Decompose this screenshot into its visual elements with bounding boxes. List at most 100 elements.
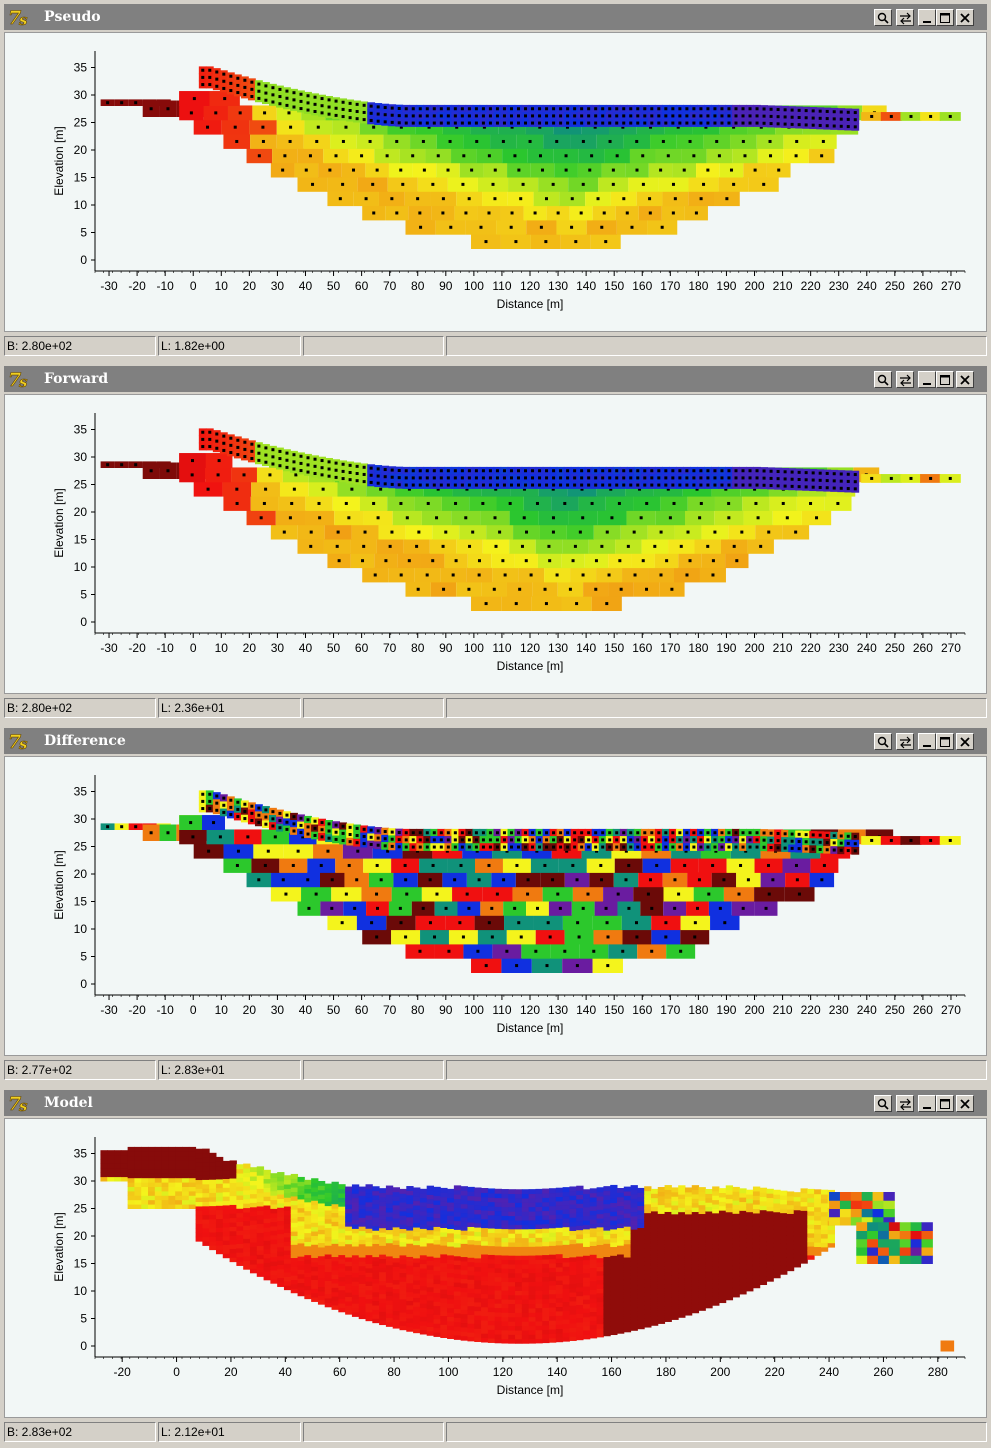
data-point xyxy=(431,863,435,867)
zoom-button[interactable] xyxy=(874,371,892,388)
model-cell xyxy=(331,1199,339,1205)
model-cell xyxy=(236,1190,244,1196)
model-cell xyxy=(474,1297,482,1303)
data-point xyxy=(601,469,605,473)
model-cell xyxy=(453,1299,462,1305)
plot-area[interactable]: 0 5 10 15 20 25 30 35 -20 0 20 40 60 80 100 120 140 160 18… xyxy=(4,1118,987,1418)
maximize-button[interactable] xyxy=(936,9,954,26)
plot-area[interactable]: 0 5 10 15 20 25 30 35 -30 -20 -10 0 10 20 30 40 50 60 70 80… xyxy=(4,32,987,332)
model-cell xyxy=(215,1214,224,1220)
model-cell xyxy=(467,1195,475,1201)
minimize-button[interactable] xyxy=(918,371,936,388)
model-cell xyxy=(338,1201,346,1207)
data-point xyxy=(699,501,703,505)
model-cell xyxy=(290,1244,299,1250)
data-point xyxy=(853,835,857,839)
data-point xyxy=(650,845,654,849)
data-point xyxy=(390,837,394,841)
maximize-button[interactable] xyxy=(936,1095,954,1112)
data-point xyxy=(441,544,445,548)
data-point xyxy=(769,831,773,835)
data-point xyxy=(581,139,585,143)
data-point xyxy=(682,168,686,172)
maximize-button[interactable] xyxy=(936,733,954,750)
swap-button[interactable] xyxy=(896,1095,914,1112)
close-button[interactable] xyxy=(956,733,974,750)
window-titlebar[interactable]: 7 s Pseudo xyxy=(4,4,987,30)
model-cell xyxy=(474,1301,482,1307)
model-cell xyxy=(379,1210,387,1216)
model-cell xyxy=(290,1178,299,1184)
model-cell xyxy=(453,1189,462,1195)
model-cell xyxy=(447,1307,455,1313)
plot-area[interactable]: 0 5 10 15 20 25 30 35 -30 -20 -10 0 10 20 30 40 50 60 70 80… xyxy=(4,394,987,694)
model-cell xyxy=(379,1254,387,1260)
close-button[interactable] xyxy=(956,9,974,26)
data-point xyxy=(278,87,282,91)
model-cell xyxy=(453,1282,462,1288)
data-point xyxy=(236,438,240,442)
model-cell xyxy=(440,1306,448,1312)
zoom-button[interactable] xyxy=(874,1095,892,1112)
window-titlebar[interactable]: 7 s Model xyxy=(4,1090,987,1116)
minimize-button[interactable] xyxy=(918,9,936,26)
data-point xyxy=(889,476,893,480)
data-point xyxy=(673,197,677,201)
model-cell xyxy=(168,1195,176,1201)
plot-area[interactable]: 0 5 10 15 20 25 30 35 -30 -20 -10 0 10 20 30 40 50 60 70 80… xyxy=(4,756,987,1056)
model-cell xyxy=(311,1283,319,1289)
data-point xyxy=(306,818,310,822)
model-cell xyxy=(127,1195,135,1201)
model-cell xyxy=(406,1326,414,1332)
model-cell xyxy=(440,1201,448,1207)
data-point xyxy=(815,516,819,520)
data-point xyxy=(208,807,212,811)
model-cell xyxy=(277,1238,285,1243)
data-point xyxy=(513,154,517,158)
model-cell xyxy=(222,1248,231,1254)
model-cell xyxy=(351,1312,360,1317)
data-point xyxy=(257,89,261,93)
model-cell xyxy=(460,1309,468,1315)
data-point xyxy=(282,530,286,534)
model-cell xyxy=(467,1266,475,1271)
data-point xyxy=(449,225,453,229)
maximize-button[interactable] xyxy=(936,371,954,388)
data-point xyxy=(704,125,708,129)
close-button[interactable] xyxy=(956,371,974,388)
zoom-button[interactable] xyxy=(874,9,892,26)
model-cell xyxy=(379,1271,387,1277)
window-titlebar[interactable]: 7 s Forward xyxy=(4,366,987,392)
model-cell xyxy=(134,1173,142,1179)
model-cell xyxy=(229,1169,237,1175)
data-point xyxy=(577,935,581,939)
model-cell xyxy=(236,1208,244,1214)
swap-button[interactable] xyxy=(896,733,914,750)
data-point xyxy=(741,107,745,111)
window-titlebar[interactable]: 7 s Difference xyxy=(4,728,987,754)
model-cell xyxy=(474,1271,482,1276)
model-cell xyxy=(222,1196,231,1202)
swap-button[interactable] xyxy=(896,9,914,26)
zoom-button[interactable] xyxy=(874,733,892,750)
model-cell xyxy=(338,1263,346,1269)
model-cell xyxy=(419,1307,428,1313)
minimize-button[interactable] xyxy=(918,1095,936,1112)
model-cell xyxy=(406,1291,414,1297)
data-point xyxy=(425,469,429,473)
model-cell xyxy=(168,1177,176,1183)
data-point xyxy=(643,121,647,125)
minimize-button[interactable] xyxy=(918,733,936,750)
swap-button[interactable] xyxy=(896,371,914,388)
close-button[interactable] xyxy=(956,1095,974,1112)
model-cell xyxy=(399,1197,407,1203)
model-cell xyxy=(331,1265,339,1271)
data-point xyxy=(243,447,247,451)
data-point xyxy=(531,831,535,835)
model-cell xyxy=(209,1157,217,1163)
model-cell xyxy=(372,1265,380,1271)
model-cell xyxy=(365,1263,373,1269)
model-cell xyxy=(256,1179,265,1185)
model-cell xyxy=(372,1199,380,1205)
model-cell xyxy=(487,1192,496,1198)
